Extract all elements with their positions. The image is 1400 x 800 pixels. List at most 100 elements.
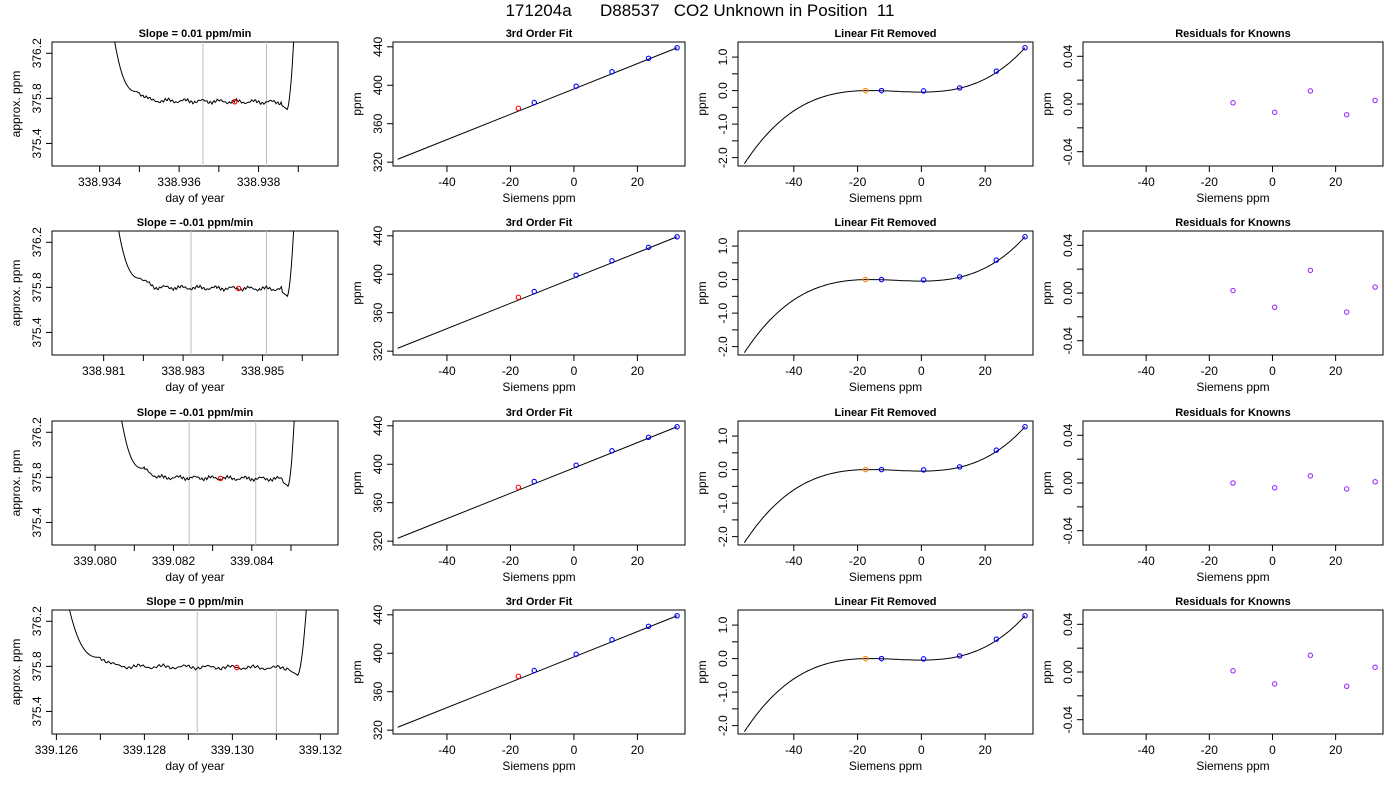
known-standard-point: [674, 424, 680, 430]
third-order-fit-panel-2: 3rd Order Fit -40 -20 0 20 320 360 400 440 Siemen…: [350, 217, 686, 394]
y-tick-label: 375.8: [30, 462, 44, 492]
x-tick-label: -40: [438, 175, 456, 189]
concentration-trace: [118, 231, 295, 298]
x-axis-label: Siemens ppm: [1196, 380, 1269, 394]
plot-frame: [1082, 609, 1384, 735]
residual-point: [1372, 97, 1378, 104]
x-tick-label: -20: [1201, 743, 1219, 757]
residual-point: [1372, 284, 1378, 290]
y-tick-label: 376.2: [30, 606, 44, 636]
y-tick-label: 0.04: [1061, 423, 1075, 447]
y-axis-label: ppm: [1040, 281, 1054, 304]
panel-title: Linear Fit Removed: [834, 407, 936, 419]
y-tick-label: 320: [371, 341, 385, 361]
plot-frame: [51, 420, 339, 546]
x-tick-label: -40: [785, 554, 803, 568]
x-tick-label: 20: [978, 175, 992, 189]
y-axis-label: ppm: [695, 660, 709, 683]
unknown-point: [862, 466, 869, 473]
x-axis-label: Siemens ppm: [1196, 570, 1269, 584]
unknown-point: [515, 105, 522, 112]
y-tick-label: 400: [371, 643, 385, 663]
fit-line: [397, 426, 678, 539]
y-tick-label: 320: [371, 152, 385, 172]
y-axis-label: ppm: [1040, 92, 1054, 115]
x-tick-label: -40: [785, 743, 803, 757]
y-tick-label: 376.2: [30, 227, 44, 257]
panel-title: 3rd Order Fit: [506, 217, 573, 229]
unknown-point: [862, 655, 869, 662]
concentration-trace: [69, 610, 307, 677]
x-tick-label: 338.938: [237, 175, 281, 189]
x-tick-label: -20: [502, 743, 520, 757]
residuals-panel-1: Residuals for Knowns -40 -20 0 20 -0.04 0.00 0.…: [1040, 28, 1384, 205]
unknown-point: [862, 276, 869, 283]
x-tick-label: -40: [438, 743, 456, 757]
plot-frame: [737, 609, 1034, 735]
y-tick-label: -0.04: [1061, 327, 1075, 355]
x-axis-label: Siemens ppm: [502, 759, 575, 773]
residual-point: [1271, 485, 1278, 491]
known-standard-point: [573, 462, 579, 468]
unknown-point: [862, 87, 869, 94]
known-standard-point: [993, 257, 1000, 263]
known-standard-point: [878, 276, 885, 283]
plot-frame: [392, 609, 686, 735]
y-tick-label: -2.0: [716, 715, 730, 736]
plot-frame: [51, 41, 339, 167]
x-tick-label: -20: [849, 364, 867, 378]
y-axis-label: ppm: [350, 281, 364, 304]
residual-point: [1230, 480, 1236, 486]
x-tick-label: -40: [785, 364, 803, 378]
panel-title: 3rd Order Fit: [506, 28, 573, 40]
y-tick-label: 0.0: [716, 461, 730, 478]
y-tick-label: 400: [371, 75, 385, 95]
x-tick-label: -40: [1137, 554, 1155, 568]
known-standard-point: [993, 636, 1000, 642]
known-standard-point: [956, 653, 963, 659]
x-tick-label: -20: [1201, 175, 1219, 189]
y-tick-label: -2.0: [716, 526, 730, 547]
cubic-curve: [743, 236, 1026, 353]
y-tick-label: 376.2: [30, 38, 44, 68]
y-tick-label: 1.0: [716, 237, 730, 254]
x-axis-label: Siemens ppm: [849, 191, 922, 205]
known-standard-point: [531, 478, 537, 485]
x-tick-label: -40: [1137, 175, 1155, 189]
panel-title: Slope = 0 ppm/min: [146, 596, 244, 608]
x-axis-label: Siemens ppm: [849, 570, 922, 584]
plot-frame: [392, 41, 686, 167]
x-tick-label: -20: [502, 364, 520, 378]
plot-frame: [51, 230, 339, 356]
known-standard-point: [531, 667, 537, 674]
y-tick-label: 375.4: [30, 128, 44, 158]
concentration-trace: [121, 421, 295, 488]
residuals-panel-4: Residuals for Knowns -40 -20 0 20 -0.04 0.00 0.…: [1040, 596, 1384, 773]
residual-point: [1230, 100, 1236, 106]
time-series-panel-2: Slope = -0.01 ppm/min 338.981 338.983 338.9…: [9, 217, 339, 394]
panel-title: 3rd Order Fit: [506, 596, 573, 608]
x-tick-label: -20: [849, 743, 867, 757]
known-standard-point: [920, 656, 927, 662]
unknown-mean-point: [235, 285, 242, 292]
known-standard-point: [609, 637, 615, 643]
y-axis-label: ppm: [350, 92, 364, 115]
y-axis-label: ppm: [695, 471, 709, 494]
residual-point: [1271, 109, 1278, 116]
y-tick-label: 360: [371, 492, 385, 512]
known-standard-point: [645, 244, 652, 251]
known-standard-point: [956, 464, 963, 470]
x-tick-label: 20: [978, 554, 992, 568]
x-axis-label: Siemens ppm: [502, 570, 575, 584]
linear-fit-removed-panel-1: Linear Fit Removed -40 -20 0 20 -2.0 -1.0 0.0 1.…: [695, 28, 1034, 205]
known-standard-point: [1022, 423, 1028, 430]
y-axis-label: approx. ppm: [9, 71, 23, 138]
x-tick-label: -20: [1201, 554, 1219, 568]
x-tick-label: 0: [1269, 554, 1276, 568]
plot-frame: [1082, 420, 1384, 546]
known-standard-point: [993, 447, 1000, 453]
y-axis-label: ppm: [1040, 660, 1054, 683]
known-standard-point: [573, 272, 579, 278]
known-standard-point: [609, 258, 615, 264]
panel-title: Slope = 0.01 ppm/min: [139, 28, 252, 40]
